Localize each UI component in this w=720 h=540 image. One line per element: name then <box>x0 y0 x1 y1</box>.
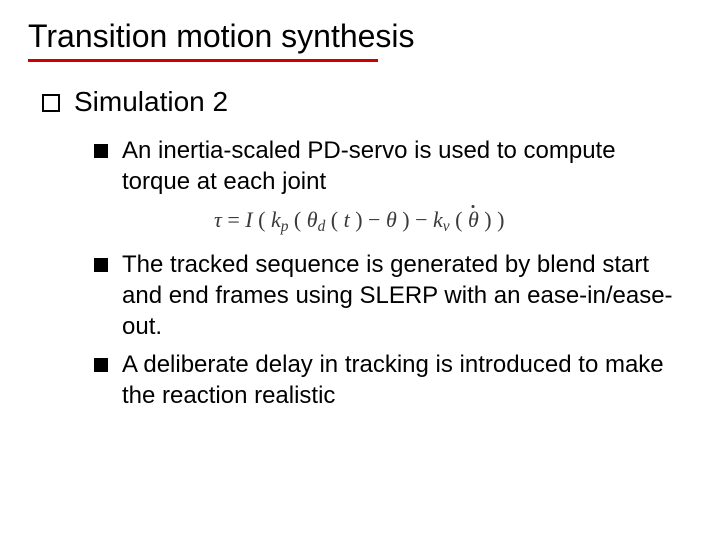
formula-minus: − <box>368 207 380 232</box>
title-block: Transition motion synthesis <box>28 18 692 62</box>
formula-rp: ) <box>402 207 409 232</box>
formula-eq: = <box>227 207 239 232</box>
formula-kv-sub: v <box>443 218 450 235</box>
formula-theta: θ <box>386 207 397 232</box>
list-item: The tracked sequence is generated by ble… <box>94 250 692 342</box>
formula-thetad-sub: d <box>318 218 326 235</box>
solid-square-bullet-icon <box>94 144 108 158</box>
section-heading: Simulation 2 <box>74 86 228 118</box>
formula: τ = I ( kp ( θd ( t ) − θ ) − kv ( θ <box>214 207 504 232</box>
formula-minus: − <box>415 207 427 232</box>
bullet-text: The tracked sequence is generated by ble… <box>122 250 682 342</box>
formula-thetad: θ <box>307 207 318 232</box>
slide: Transition motion synthesis Simulation 2… <box>0 0 720 540</box>
formula-tau: τ <box>214 207 222 232</box>
bullet-list: An inertia-scaled PD-servo is used to co… <box>42 136 692 412</box>
formula-thetadot: θ <box>468 207 479 233</box>
formula-kv: k <box>433 207 443 232</box>
formula-block: τ = I ( kp ( θd ( t ) − θ ) − kv ( θ <box>94 207 692 236</box>
formula-lp: ( <box>294 207 301 232</box>
hollow-square-bullet-icon <box>42 94 60 112</box>
formula-lp: ( <box>455 207 462 232</box>
solid-square-bullet-icon <box>94 258 108 272</box>
bullet-text: An inertia-scaled PD-servo is used to co… <box>122 136 682 197</box>
bullet-text: A deliberate delay in tracking is introd… <box>122 350 682 411</box>
list-item: A deliberate delay in tracking is introd… <box>94 350 692 411</box>
slide-title: Transition motion synthesis <box>28 18 692 55</box>
formula-lp: ( <box>331 207 338 232</box>
formula-kp: k <box>271 207 281 232</box>
title-underline <box>28 59 378 62</box>
section: Simulation 2 An inertia-scaled PD-servo … <box>28 86 692 412</box>
section-heading-row: Simulation 2 <box>42 86 692 118</box>
formula-lp: ( <box>258 207 265 232</box>
formula-rp: ) <box>355 207 362 232</box>
formula-I: I <box>245 207 252 232</box>
formula-kp-sub: p <box>281 218 289 235</box>
solid-square-bullet-icon <box>94 358 108 372</box>
list-item: An inertia-scaled PD-servo is used to co… <box>94 136 692 197</box>
formula-rp: ) <box>497 207 504 232</box>
formula-t: t <box>344 207 350 232</box>
formula-rp: ) <box>484 207 491 232</box>
